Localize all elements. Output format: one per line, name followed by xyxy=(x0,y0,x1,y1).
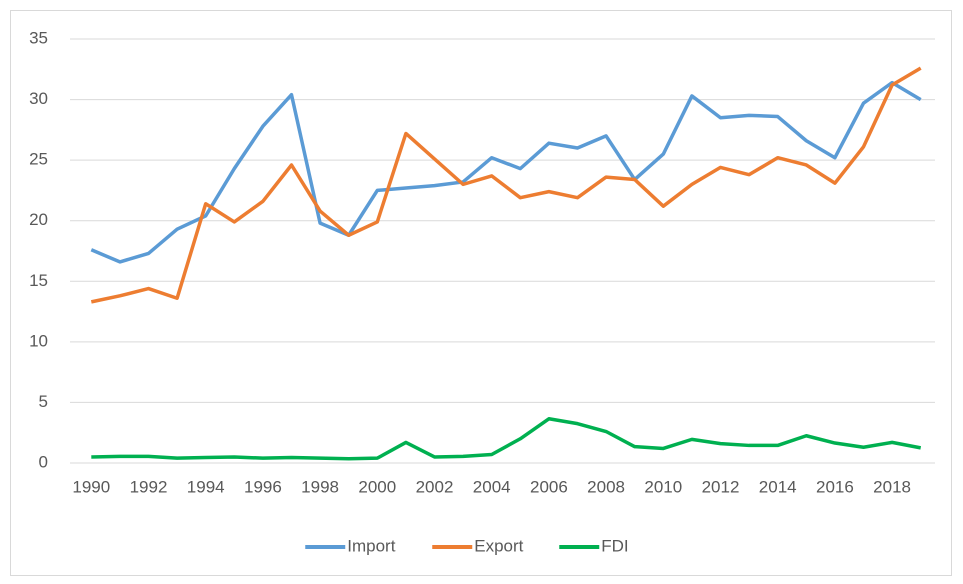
x-tick-label: 2004 xyxy=(473,477,511,496)
x-tick-label: 2010 xyxy=(644,477,682,496)
legend-label: FDI xyxy=(601,536,628,555)
y-tick-label: 0 xyxy=(39,452,48,471)
x-tick-label: 2018 xyxy=(873,477,911,496)
y-tick-label: 15 xyxy=(29,271,48,290)
y-tick-label: 10 xyxy=(29,331,48,350)
x-tick-label: 1998 xyxy=(301,477,339,496)
y-tick-label: 30 xyxy=(29,89,48,108)
x-tick-label: 1996 xyxy=(244,477,282,496)
y-tick-label: 25 xyxy=(29,150,48,169)
x-tick-label: 2016 xyxy=(816,477,854,496)
x-tick-label: 2000 xyxy=(358,477,396,496)
x-tick-label: 2002 xyxy=(416,477,454,496)
y-tick-label: 35 xyxy=(29,28,48,47)
x-tick-label: 2008 xyxy=(587,477,625,496)
x-tick-label: 1994 xyxy=(187,477,225,496)
legend-label: Import xyxy=(347,536,395,555)
line xyxy=(91,417,922,461)
legend-label: Export xyxy=(474,536,523,555)
line xyxy=(90,80,922,264)
x-tick-label: 1990 xyxy=(72,477,110,496)
y-tick-label: 20 xyxy=(29,210,48,229)
y-tick-label: 5 xyxy=(39,392,48,411)
x-tick-label: 2006 xyxy=(530,477,568,496)
chart-border xyxy=(10,10,952,576)
x-tick-label: 2012 xyxy=(702,477,740,496)
x-tick-label: 2014 xyxy=(759,477,797,496)
line xyxy=(90,66,922,304)
x-tick-label: 1992 xyxy=(130,477,168,496)
